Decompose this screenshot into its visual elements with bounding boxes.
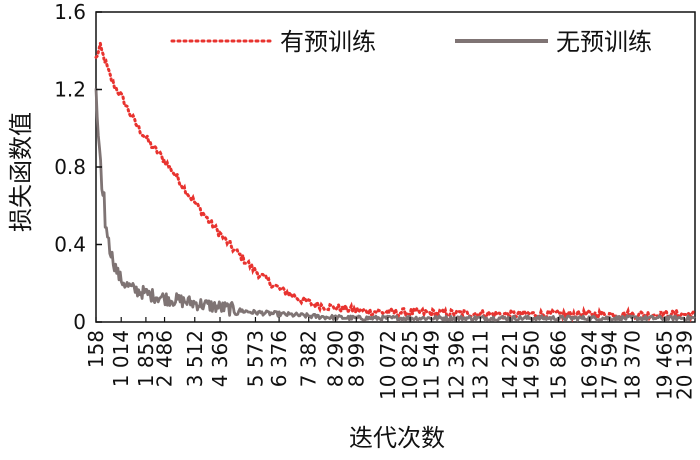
legend-label-pretrained: 有预训练	[280, 28, 376, 56]
x-tick-label: 14 221	[498, 330, 522, 400]
y-tick-label: 1.6	[54, 0, 86, 24]
x-tick-label: 158	[84, 330, 108, 368]
plot-frame	[95, 11, 696, 323]
x-tick-label: 5 573	[244, 330, 268, 387]
x-tick-label: 8 290	[324, 330, 348, 387]
y-tick-label: 0.8	[54, 155, 86, 179]
x-tick-label: 11 549	[419, 330, 443, 400]
x-tick-label: 6 376	[267, 330, 291, 387]
series-line-1	[94, 88, 696, 322]
series-line-0	[94, 42, 697, 323]
x-tick-label: 3 512	[183, 330, 207, 387]
x-tick-label: 20 139	[672, 330, 696, 400]
x-tick-label: 12 396	[444, 330, 468, 400]
x-tick-label: 4 369	[208, 330, 232, 387]
x-tick-label: 17 594	[597, 330, 621, 400]
y-tick-label: 0	[73, 310, 86, 334]
plot-area	[95, 11, 696, 323]
legend-label-no-pretrain: 无预训练	[556, 28, 652, 56]
y-tick-label: 0.4	[54, 233, 86, 257]
x-tick-label: 7 382	[297, 330, 321, 387]
x-tick-label: 19 465	[653, 330, 677, 400]
x-tick-label: 14 950	[520, 330, 544, 400]
series-layer	[94, 42, 697, 323]
x-tick-label: 1 853	[134, 330, 158, 387]
x-tick-label: 13 211	[468, 330, 492, 400]
x-tick-label: 2 486	[153, 330, 177, 387]
y-tick-label: 1.2	[54, 78, 86, 102]
y-axis-title: 损失函数值	[7, 112, 35, 232]
x-tick-label: 16 924	[578, 330, 602, 400]
x-tick-label: 15 866	[547, 330, 571, 400]
x-axis-title: 迭代次数	[349, 424, 445, 452]
x-tick-label: 10 072	[376, 330, 400, 400]
x-tick-label: 18 370	[620, 330, 644, 400]
x-tick-label: 10 825	[398, 330, 422, 400]
x-tick-label: 1 014	[109, 330, 133, 387]
x-tick-label: 8 999	[344, 330, 368, 387]
legend: 有预训练 无预训练	[170, 28, 652, 56]
